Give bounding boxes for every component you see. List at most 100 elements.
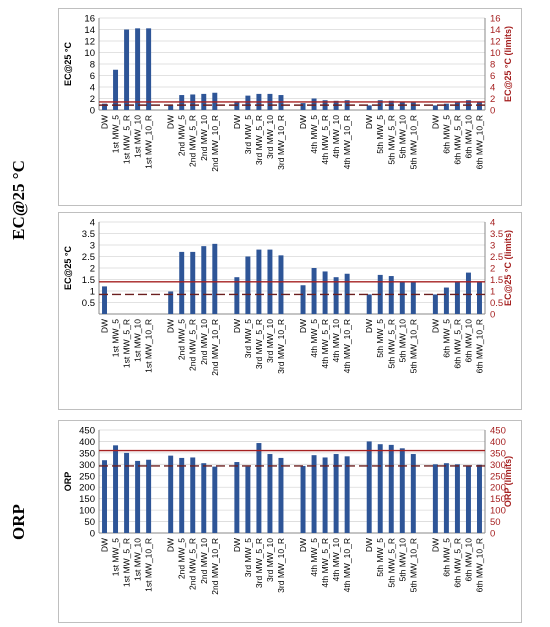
bar — [234, 462, 240, 533]
y2-tick-label: 200 — [490, 483, 506, 494]
x-tick-label: DW — [100, 319, 110, 333]
bar — [388, 444, 394, 533]
bar — [432, 464, 438, 533]
y2-tick-label: 400 — [490, 437, 506, 448]
y-tick-label: 2.5 — [82, 252, 95, 263]
x-tick-label: 4th MW_5 — [309, 319, 319, 358]
x-tick-label: 5th MW_10_R — [408, 319, 418, 373]
x-tick-label: 3rd MW_10 — [265, 319, 275, 363]
bar — [454, 464, 460, 533]
y-tick-label: 0 — [90, 529, 95, 540]
bar — [124, 29, 130, 110]
y-tick-label: 1.5 — [82, 275, 95, 286]
bar — [366, 294, 372, 314]
x-tick-label: 1st MW_5_R — [122, 319, 132, 368]
y2-tick-label: 2 — [490, 94, 495, 105]
x-tick-label: 2nd MW_5 — [177, 319, 187, 360]
y2-tick-label: 450 — [490, 426, 506, 437]
x-tick-label: 4th MW_5 — [309, 538, 319, 577]
bar — [477, 464, 482, 533]
x-tick-label: 6th MW_10_R — [474, 538, 484, 592]
x-tick-label: 1st MW_10_R — [144, 538, 154, 592]
y-axis-label: ORP — [63, 472, 73, 492]
bar — [135, 460, 141, 533]
x-tick-label: 6th MW_10 — [463, 115, 473, 159]
bar — [278, 255, 284, 314]
bar — [454, 281, 460, 314]
x-tick-label: 2nd MW_10 — [199, 115, 209, 161]
bar — [377, 444, 383, 533]
y2-tick-label: 50 — [490, 517, 501, 528]
chart-panel-ec-1: 0 2 4 6 8 10 12 14 16 0 2 4 6 8 10 12 14 16 EC@25 °C EC@25 … — [58, 8, 522, 206]
y-tick-label: 450 — [79, 426, 95, 437]
y-tick-label: 150 — [79, 494, 95, 505]
bar — [333, 454, 339, 533]
x-tick-label: 5th MW_10 — [397, 319, 407, 363]
y2-tick-label: 6 — [490, 71, 495, 82]
x-tick-label: 6th MW_5_R — [452, 319, 462, 369]
chart-panel-orp: 0 50 100 150 200 250 300 350 400 450 0 50 100 150 200 2… — [58, 420, 522, 623]
x-tick-label: 1st MW_5 — [111, 319, 121, 358]
x-tick-label: 6th MW_5 — [441, 538, 451, 577]
x-tick-label: 2nd MW_5_R — [188, 115, 198, 167]
bar — [399, 281, 405, 314]
x-tick-label: 3rd MW_5_R — [254, 115, 264, 165]
y-tick-label: 2 — [90, 94, 95, 105]
x-tick-label: 3rd MW_10_R — [276, 538, 286, 593]
x-tick-label: 2nd MW_10 — [199, 538, 209, 584]
bar — [344, 456, 350, 533]
y-axis-label: EC@25 °C — [63, 42, 73, 86]
x-tick-label: 3rd MW_5 — [243, 115, 253, 154]
y-tick-label: 50 — [84, 517, 95, 528]
y2-tick-label: 3.5 — [490, 229, 503, 240]
bar — [168, 104, 174, 110]
bar — [234, 277, 240, 314]
y2-tick-label: 4 — [490, 218, 495, 229]
x-tick-label: 5th MW_10_R — [408, 115, 418, 169]
bar — [102, 460, 107, 533]
x-tick-label: 3rd MW_10 — [265, 538, 275, 582]
y-tick-label: 4 — [90, 218, 95, 229]
y2-tick-label: 14 — [490, 25, 501, 36]
bar — [179, 457, 185, 533]
y-tick-label: 250 — [79, 471, 95, 482]
x-tick-label: 4th MW_5_R — [320, 538, 330, 588]
y2-tick-label: 3 — [490, 241, 495, 252]
y2-tick-label: 1.5 — [490, 275, 503, 286]
x-tick-label: 1st MW_10 — [133, 115, 143, 158]
x-tick-label: DW — [232, 115, 242, 129]
x-tick-label: 2nd MW_5_R — [188, 319, 198, 371]
y-tick-label: 0 — [90, 106, 95, 117]
y-tick-label: 200 — [79, 483, 95, 494]
bar — [443, 103, 449, 110]
x-tick-label: 6th MW_5_R — [452, 115, 462, 165]
x-tick-label: 2nd MW_5 — [177, 538, 187, 579]
y-tick-label: 10 — [84, 48, 95, 59]
bar — [245, 256, 251, 314]
bar — [443, 463, 449, 533]
chart-panel-ec-2: 0.5 1 1.5 2 2.5 3 3.5 4 0 0.5 1 1.5 2 2.5 3 3.5 4 EC@25 °… — [58, 212, 522, 410]
y-tick-label: 14 — [84, 25, 95, 36]
y-tick-label: 100 — [79, 506, 95, 517]
bar — [477, 281, 482, 314]
bar — [432, 105, 438, 110]
x-tick-label: 1st MW_10 — [133, 538, 143, 581]
bar — [465, 465, 471, 533]
x-tick-label: 3rd MW_5 — [243, 538, 253, 577]
x-tick-label: 1st MW_5_R — [122, 115, 132, 164]
x-tick-label: DW — [298, 115, 308, 129]
bar — [212, 243, 218, 314]
y-tick-label: 350 — [79, 448, 95, 459]
x-tick-label: 3rd MW_10_R — [276, 115, 286, 170]
x-tick-label: 5th MW_10_R — [408, 538, 418, 592]
x-tick-label: DW — [298, 319, 308, 333]
x-tick-label: 4th MW_10_R — [342, 115, 352, 169]
y-tick-label: 16 — [84, 14, 95, 25]
y2-tick-label: 0 — [490, 529, 495, 540]
bar — [179, 251, 185, 314]
x-tick-label: 3rd MW_5 — [243, 319, 253, 358]
bar — [102, 103, 107, 110]
y-tick-label: 3.5 — [82, 229, 95, 240]
x-tick-label: 3rd MW_5_R — [254, 319, 264, 369]
x-tick-label: DW — [430, 319, 440, 333]
